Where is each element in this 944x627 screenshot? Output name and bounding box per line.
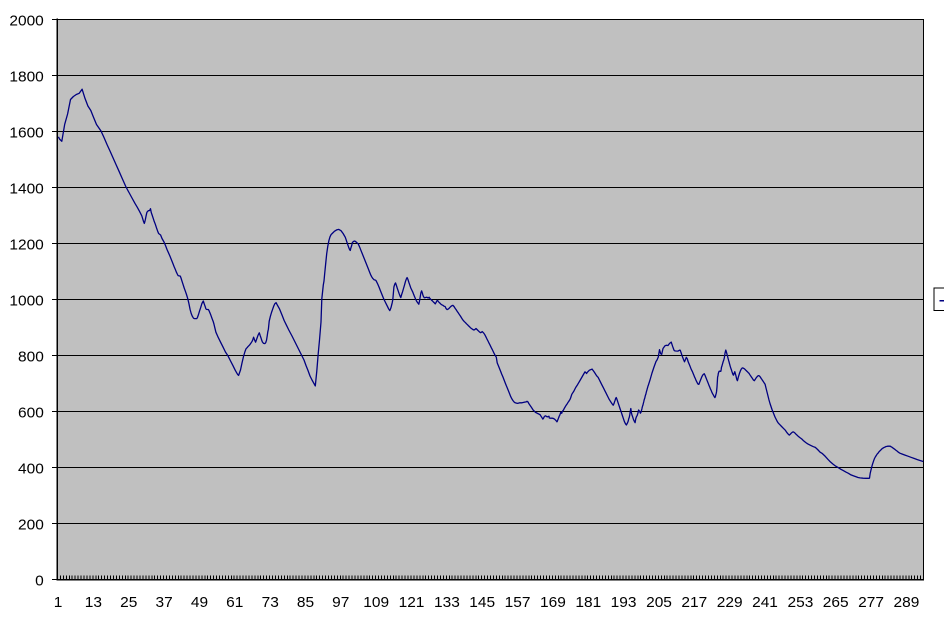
svg-text:1800: 1800: [9, 69, 43, 86]
svg-text:133: 133: [434, 594, 460, 611]
svg-text:25: 25: [120, 594, 137, 611]
svg-text:145: 145: [469, 594, 495, 611]
svg-text:0: 0: [35, 573, 44, 590]
svg-text:265: 265: [823, 594, 849, 611]
svg-text:169: 169: [540, 594, 566, 611]
svg-text:217: 217: [681, 594, 707, 611]
svg-text:200: 200: [18, 517, 44, 534]
svg-text:1200: 1200: [9, 237, 43, 254]
svg-text:400: 400: [18, 461, 44, 478]
svg-text:61: 61: [226, 594, 243, 611]
svg-text:1600: 1600: [9, 125, 43, 142]
svg-text:253: 253: [788, 594, 814, 611]
svg-text:181: 181: [575, 594, 601, 611]
svg-text:109: 109: [363, 594, 389, 611]
svg-text:1: 1: [54, 594, 63, 611]
svg-text:229: 229: [717, 594, 743, 611]
svg-text:289: 289: [894, 594, 920, 611]
svg-text:1400: 1400: [9, 181, 43, 198]
svg-text:49: 49: [191, 594, 208, 611]
svg-text:121: 121: [399, 594, 425, 611]
svg-text:157: 157: [505, 594, 531, 611]
svg-text:73: 73: [262, 594, 279, 611]
svg-text:2000: 2000: [9, 13, 43, 30]
svg-text:800: 800: [18, 349, 44, 366]
svg-text:37: 37: [156, 594, 173, 611]
svg-text:205: 205: [646, 594, 672, 611]
svg-text:13: 13: [85, 594, 102, 611]
svg-text:241: 241: [752, 594, 778, 611]
svg-text:600: 600: [18, 405, 44, 422]
svg-text:85: 85: [297, 594, 314, 611]
svg-text:193: 193: [611, 594, 637, 611]
svg-text:97: 97: [332, 594, 349, 611]
svg-text:1000: 1000: [9, 293, 43, 310]
svg-text:277: 277: [858, 594, 884, 611]
